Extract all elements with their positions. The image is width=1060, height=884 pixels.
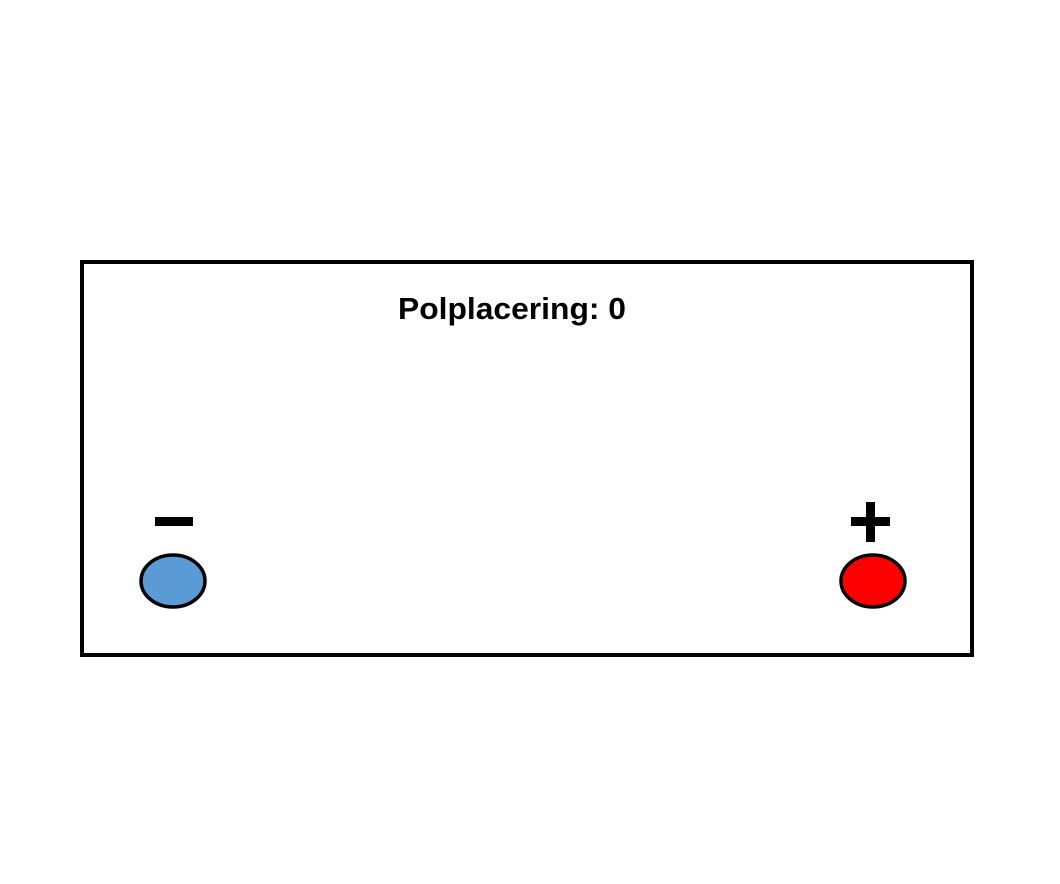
minus-sign-icon [155, 517, 193, 526]
positive-terminal [839, 553, 907, 609]
negative-terminal [139, 553, 207, 609]
plus-sign-icon [851, 502, 890, 542]
battery-outline [80, 260, 974, 657]
pole-placement-label: Polplacering: 0 [398, 291, 626, 326]
